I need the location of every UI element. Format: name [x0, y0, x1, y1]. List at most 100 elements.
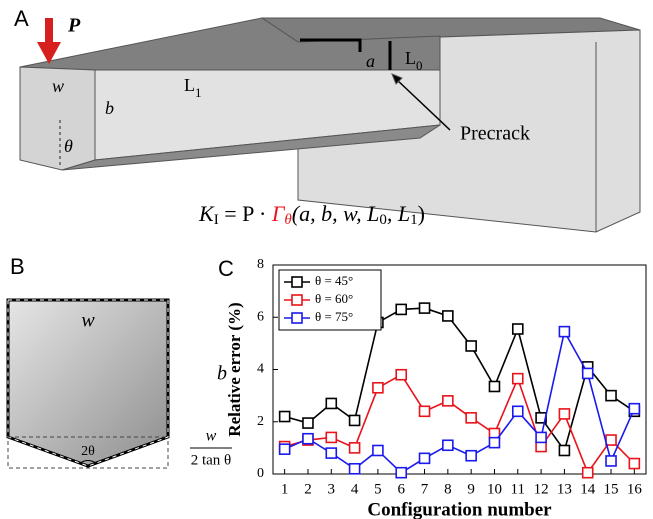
point	[581, 466, 594, 479]
point	[535, 431, 547, 444]
cross-section	[6, 298, 232, 469]
legend-marker	[291, 312, 303, 324]
point	[348, 462, 361, 475]
point	[558, 325, 571, 338]
formula-part: K	[198, 201, 215, 226]
point	[558, 444, 571, 457]
fraction-top: w	[206, 428, 217, 445]
formula-part: )	[418, 201, 425, 226]
point	[302, 432, 314, 445]
x-tick-label: 5	[374, 481, 382, 497]
x-tick-label: 14	[580, 481, 596, 497]
point	[442, 439, 454, 452]
point	[605, 389, 617, 402]
panel-label: C	[218, 256, 234, 281]
crack-depth-label: a	[366, 51, 375, 71]
point	[628, 402, 641, 415]
point	[605, 455, 617, 467]
point	[442, 310, 454, 322]
formula-part: 1	[410, 212, 418, 228]
y-tick-label: 2	[257, 414, 264, 429]
point	[418, 302, 431, 314]
formula-part: 0	[379, 212, 387, 228]
beam-diagram	[19, 17, 641, 233]
x-tick-label: 9	[467, 481, 475, 497]
length: L	[184, 75, 195, 95]
series-line	[284, 329, 636, 474]
x-tick-label: 4	[351, 481, 359, 497]
x-tick-label: 7	[421, 481, 429, 497]
point	[605, 434, 617, 446]
height-label: b	[105, 98, 114, 118]
x-tick-label: 13	[557, 481, 572, 497]
point	[558, 408, 571, 420]
series-line	[284, 373, 635, 475]
point	[278, 410, 291, 423]
point	[395, 466, 408, 479]
x-tick-label: 10	[487, 481, 502, 497]
fraction-bottom: 2 tan θ	[191, 452, 232, 468]
x-tick-label: 15	[604, 481, 619, 497]
point	[442, 395, 454, 407]
point	[628, 457, 641, 470]
point	[395, 303, 408, 316]
point	[372, 444, 384, 457]
formula-part: θ	[284, 212, 292, 228]
y-tick-label: 8	[257, 257, 264, 272]
legend: θ = 45° θ = 60° θ = 75°	[278, 269, 382, 331]
point	[581, 367, 594, 380]
x-tick-label: 2	[304, 481, 312, 497]
point	[465, 412, 477, 424]
point	[302, 417, 314, 429]
crack-position-label: L0	[405, 48, 423, 73]
point	[395, 368, 408, 381]
x-axis-label: Configuration number	[367, 499, 552, 519]
length-label: L1	[184, 75, 202, 100]
point	[488, 436, 501, 449]
panel-label: A	[14, 6, 29, 31]
width-label: w	[81, 310, 95, 332]
point	[418, 452, 431, 465]
force-label: P	[67, 15, 81, 37]
x-tick-label: 12	[534, 481, 549, 497]
legend-label: θ = 75°	[315, 309, 353, 324]
legend-label: θ = 45°	[315, 273, 353, 288]
point	[488, 380, 501, 393]
point	[325, 431, 338, 444]
point	[348, 442, 361, 454]
point	[511, 323, 524, 335]
series-line	[284, 307, 635, 453]
legend-marker	[291, 276, 303, 288]
x-tick-label: 16	[627, 481, 643, 497]
formula-part: (a, b, w, L	[292, 201, 380, 226]
formula-part: = P ·	[219, 201, 272, 226]
point	[325, 397, 338, 410]
point	[372, 381, 384, 394]
x-tick-label: 1	[281, 481, 289, 497]
x-tick-label: 11	[511, 481, 525, 497]
formula: KI = P · Γθ(a, b, w, L0, L1)	[198, 201, 425, 228]
y-tick-label: 6	[257, 309, 264, 324]
x-tick-label: 8	[444, 481, 452, 497]
formula-part: Γ	[271, 201, 286, 226]
width-label: w	[52, 76, 64, 96]
x-tick-label: 3	[328, 481, 336, 497]
point	[325, 447, 338, 459]
legend-marker	[291, 294, 303, 306]
y-tick-label: 4	[257, 362, 264, 377]
crack-position: L	[405, 48, 416, 68]
point	[511, 405, 524, 418]
height-label: b	[217, 363, 227, 385]
subscript: 1	[195, 85, 202, 100]
point	[278, 443, 291, 455]
y-tick-label: 0	[257, 466, 264, 481]
point	[348, 414, 361, 427]
callout: Precrack	[460, 123, 530, 145]
point	[465, 340, 477, 352]
angle-label: θ	[64, 136, 73, 156]
point	[465, 449, 477, 462]
y-axis-label: Relative error (%)	[225, 302, 244, 436]
x-tick-label: 6	[397, 481, 405, 497]
panel-label: B	[10, 254, 25, 279]
